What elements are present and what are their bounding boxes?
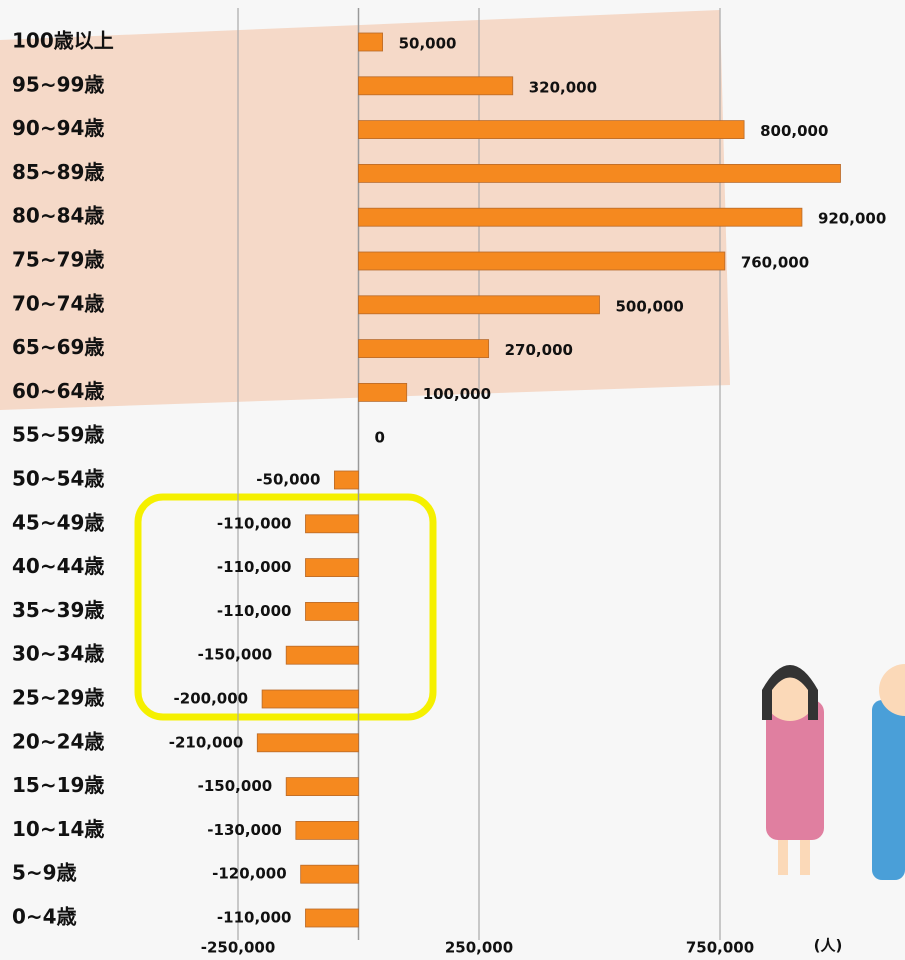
value-label: -150,000 xyxy=(198,646,273,664)
bar xyxy=(358,382,408,402)
value-label: -210,000 xyxy=(169,733,244,751)
bar xyxy=(358,251,726,271)
category-label: 75~79歳 xyxy=(12,248,104,272)
bar xyxy=(333,470,359,490)
highlight-box xyxy=(134,493,437,721)
bar xyxy=(358,339,490,359)
x-tick-label: 750,000 xyxy=(686,939,754,957)
value-label: -200,000 xyxy=(174,690,249,708)
illustration xyxy=(762,664,905,880)
category-label: 30~34歳 xyxy=(12,642,104,666)
x-axis-label: (人) xyxy=(814,937,843,955)
category-label: 35~39歳 xyxy=(12,598,104,622)
value-label: 500,000 xyxy=(616,297,684,315)
value-label: 760,000 xyxy=(741,254,809,272)
value-label: 320,000 xyxy=(529,78,597,96)
bar xyxy=(285,645,359,665)
value-label: -150,000 xyxy=(198,777,273,795)
x-tick-label: -250,000 xyxy=(201,939,276,957)
category-label: 95~99歳 xyxy=(12,72,104,96)
bar xyxy=(300,864,359,884)
value-label: 50,000 xyxy=(399,35,457,53)
value-label: -110,000 xyxy=(217,514,292,532)
bar xyxy=(261,689,359,709)
category-label: 65~69歳 xyxy=(12,335,104,359)
value-label: 920,000 xyxy=(818,210,886,228)
category-label: 25~29歳 xyxy=(12,686,104,710)
category-label: 90~94歳 xyxy=(12,116,104,140)
value-label: -120,000 xyxy=(212,865,287,883)
x-tick-label: 250,000 xyxy=(445,939,513,957)
bar xyxy=(285,777,359,796)
value-label: -110,000 xyxy=(217,909,292,927)
value-label: 270,000 xyxy=(505,341,573,359)
bar xyxy=(305,602,359,621)
bar xyxy=(358,207,803,227)
bar xyxy=(358,120,745,139)
bar xyxy=(295,821,359,840)
category-label: 85~89歳 xyxy=(12,160,104,184)
bar xyxy=(358,32,384,52)
bar xyxy=(358,163,841,183)
value-label: 0 xyxy=(375,429,385,447)
category-label: 70~74歳 xyxy=(12,291,104,315)
category-label: 45~49歳 xyxy=(12,510,104,534)
value-label: 800,000 xyxy=(760,122,828,140)
value-label: -50,000 xyxy=(256,471,320,489)
category-label: 0~4歳 xyxy=(12,905,77,929)
bar xyxy=(305,908,359,928)
category-label: 60~64歳 xyxy=(12,379,104,403)
value-label: 100,000 xyxy=(423,385,491,403)
category-label: 100歳以上 xyxy=(12,29,114,53)
value-label: -130,000 xyxy=(207,821,282,839)
category-label: 5~9歳 xyxy=(12,861,77,885)
value-label: -110,000 xyxy=(217,602,292,620)
value-label: -110,000 xyxy=(217,558,292,576)
bar xyxy=(256,733,359,753)
category-label: 50~54歳 xyxy=(12,467,104,491)
category-label: 15~19歳 xyxy=(12,773,104,797)
category-label: 40~44歳 xyxy=(12,554,104,578)
bar xyxy=(358,76,514,96)
category-label: 20~24歳 xyxy=(12,729,104,753)
bar xyxy=(305,558,359,577)
category-label: 10~14歳 xyxy=(12,817,104,841)
bar xyxy=(305,514,359,534)
category-label: 55~59歳 xyxy=(12,423,104,447)
category-label: 80~84歳 xyxy=(12,204,104,228)
bar xyxy=(358,295,600,315)
